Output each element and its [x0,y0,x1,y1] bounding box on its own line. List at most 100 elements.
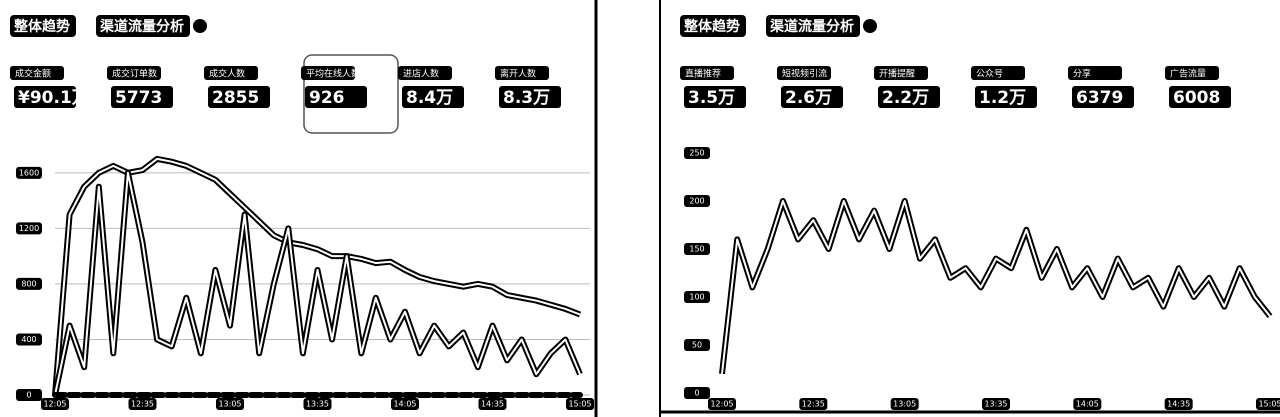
x-tick-bg [1164,398,1193,410]
x-tick-label: 13:35 [306,400,329,409]
tab-bg[interactable] [766,15,860,37]
series-line-core [54,157,581,396]
tab[interactable]: 渠道流量分析 [769,18,854,35]
metric-label-bg [495,66,549,80]
y-tick-label: 150 [689,245,704,254]
metric-value-bg [14,86,76,108]
y-tick-label: 400 [21,335,36,344]
x-tick-bg [216,398,244,410]
metric-label: 离开人数 [500,68,536,80]
y-tick-label: 1200 [19,224,39,233]
y-tick-bg [684,243,710,255]
series-line-core [54,171,581,396]
tab[interactable]: 渠道流量分析 [99,18,184,35]
metric-value-bg [402,86,464,108]
tab-bg[interactable] [10,15,76,37]
metric-value-bg [684,86,746,108]
metric-value-bg [878,86,940,108]
metric-value[interactable]: 1.2万 [979,88,1026,108]
help-icon [863,19,877,33]
x-tick-label: 15:05 [568,400,591,409]
metric-value-bg [1169,86,1231,108]
help-icon [193,19,207,33]
tab[interactable]: 整体趋势 [683,18,740,35]
x-tick-bg [478,398,507,410]
metric-value-bg [208,86,270,108]
y-tick-label: 50 [692,341,702,350]
metric-label: 公众号 [976,69,1003,80]
x-tick-bg [890,398,919,410]
tab[interactable]: 整体趋势 [13,18,70,35]
metric-label: 直播推荐 [685,68,721,80]
y-tick-bg [16,277,42,290]
metric-label-bg [874,66,928,80]
y-tick-label: 200 [689,197,704,206]
metric-label: 开播提醒 [879,68,915,80]
metric-value[interactable]: 3.5万 [688,88,735,108]
metric-value[interactable]: ¥90.1万 [18,88,89,108]
tab-bg[interactable] [680,15,746,37]
metric-label-bg [204,66,258,80]
x-tick-label: 14:35 [1167,400,1190,409]
y-tick-bg [16,222,42,235]
metric-value-bg [111,86,173,108]
x-tick-bg [1073,398,1102,410]
x-tick-label: 12:35 [802,400,825,409]
metric-label: 平均在线人数 [306,68,360,80]
metric-value[interactable]: 8.4万 [406,88,453,108]
x-tick-label: 14:05 [1076,400,1099,409]
tab-bg[interactable] [96,15,190,37]
y-tick-bg [16,333,42,346]
y-tick-bg [684,339,710,351]
y-tick-label: 800 [21,279,36,288]
metric-label: 短视频引流 [782,68,827,80]
metric-label: 成交金额 [15,68,51,80]
y-tick-label: 0 [26,391,31,400]
metric-value[interactable]: 926 [309,88,345,108]
y-tick-bg [684,291,710,303]
metric-label: 进店人数 [403,68,439,80]
y-tick-bg [684,387,710,399]
x-tick-bg [566,398,594,410]
metric-value[interactable]: 8.3万 [503,88,550,108]
metric-label-bg [1165,66,1219,80]
selected-metric-box [303,54,399,134]
metric-value-bg [499,86,561,108]
x-tick-label: 13:35 [984,400,1007,409]
y-tick-label: 1600 [19,168,39,177]
x-tick-label: 14:05 [393,400,416,409]
metric-value[interactable]: 5773 [115,88,162,108]
x-tick-bg [982,398,1010,410]
x-tick-bg [41,398,69,410]
metric-label: 成交订单数 [112,68,157,80]
metric-label: 广告流量 [1170,68,1206,80]
metric-label: 成交人数 [209,68,245,80]
x-tick-label: 15:05 [1258,400,1280,409]
x-tick-bg [391,398,419,410]
y-tick-label: 0 [694,389,699,398]
x-tick-label: 14:35 [481,400,504,409]
y-tick-bg [16,389,42,401]
x-tick-bg [303,398,332,410]
x-tick-bg [708,398,736,410]
metric-value-bg [305,86,367,108]
y-tick-label: 100 [689,293,704,302]
metric-value-bg [781,86,843,108]
y-tick-label: 250 [689,149,704,158]
x-tick-label: 12:05 [43,400,66,409]
metric-value[interactable]: 2855 [212,88,259,108]
metric-value[interactable]: 6008 [1173,88,1220,108]
x-tick-label: 12:05 [710,400,733,409]
series-line-core [721,200,1271,374]
y-tick-bg [684,195,710,207]
y-tick-bg [684,147,710,159]
metric-label: 分享 [1073,68,1091,80]
x-tick-label: 13:05 [218,400,241,409]
metric-value[interactable]: 6379 [1076,88,1123,108]
metric-value-bg [975,86,1037,108]
metric-value[interactable]: 2.6万 [785,88,832,108]
metric-label-bg [777,66,831,80]
metric-value[interactable]: 2.2万 [882,88,929,108]
